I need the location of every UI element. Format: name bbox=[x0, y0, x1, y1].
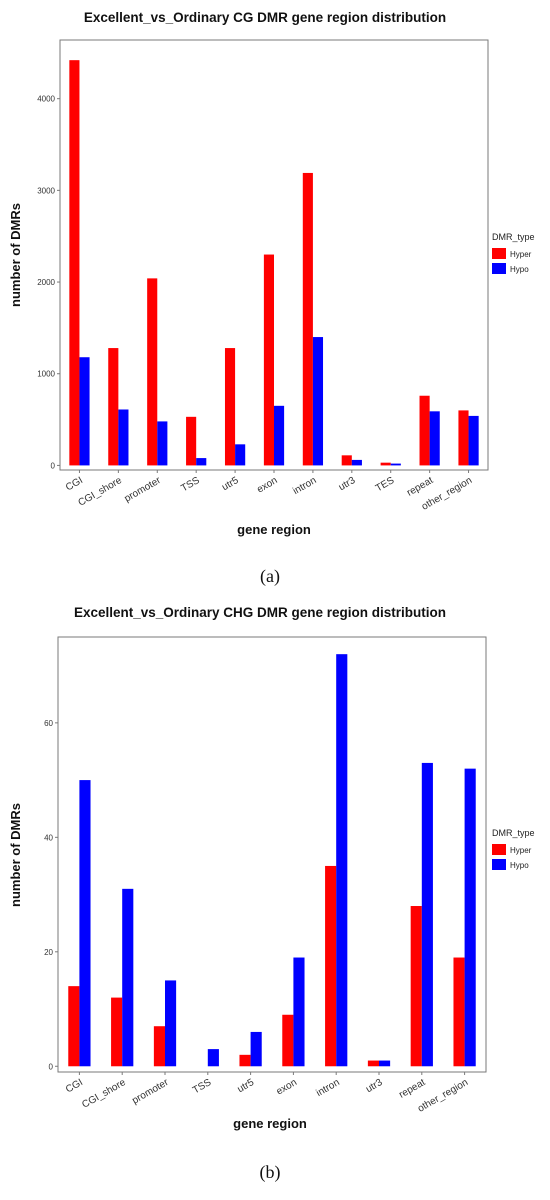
bar-hypo-cgi-shore bbox=[122, 888, 134, 1067]
x-tick-label: CGI_shore bbox=[76, 475, 124, 509]
x-tick-label: utr3 bbox=[337, 475, 358, 493]
bar-hyper-promoter bbox=[153, 1026, 165, 1067]
x-tick-label: utr5 bbox=[236, 1077, 257, 1095]
bar-hyper-cgi bbox=[68, 986, 80, 1067]
x-tick-label: TES bbox=[374, 475, 397, 494]
bar-hyper-other-region bbox=[453, 957, 465, 1067]
chart-a-legend-hypo: Hypo bbox=[510, 265, 529, 274]
bar-hypo-intron bbox=[336, 654, 348, 1067]
bar-hypo-tss bbox=[207, 1049, 219, 1067]
x-tick-label: TSS bbox=[179, 475, 202, 494]
bar-hyper-utr5 bbox=[224, 348, 236, 466]
bar-hyper-cgi-shore bbox=[108, 348, 119, 466]
bar-hypo-tes bbox=[390, 463, 401, 466]
x-tick-label: exon bbox=[255, 475, 279, 495]
bar-hypo-utr5 bbox=[250, 1031, 262, 1067]
chart-b-legend-swatch-hyper bbox=[492, 844, 506, 855]
x-tick-label: repeat bbox=[405, 475, 435, 499]
bar-hypo-tss bbox=[196, 458, 207, 466]
bar-hyper-utr3 bbox=[367, 1060, 379, 1067]
chart-a-legend-title: DMR_type bbox=[492, 232, 535, 242]
bar-hyper-tes bbox=[380, 462, 391, 466]
x-tick-label: TSS bbox=[191, 1077, 214, 1096]
bar-hypo-cgi bbox=[79, 780, 91, 1067]
x-tick-label: CGI bbox=[64, 1077, 85, 1095]
chart-a-x-label: gene region bbox=[237, 522, 311, 537]
chart-b-legend-hypo: Hypo bbox=[510, 861, 529, 870]
chart-a-caption: (a) bbox=[260, 566, 280, 587]
x-tick-label: CGI bbox=[64, 475, 85, 493]
bar-hypo-exon bbox=[293, 957, 305, 1067]
x-tick-label: CGI_shore bbox=[80, 1077, 128, 1111]
bar-hypo-other-region bbox=[468, 415, 479, 466]
bar-hypo-utr3 bbox=[379, 1060, 391, 1067]
x-tick-label: promoter bbox=[130, 1077, 171, 1107]
bar-hyper-repeat bbox=[410, 906, 422, 1067]
x-tick-label: intron bbox=[315, 1077, 342, 1099]
chart-a-legend: DMR_type Hyper Hypo bbox=[492, 232, 535, 274]
chart-b-title: Excellent_vs_Ordinary CHG DMR gene regio… bbox=[74, 605, 446, 620]
x-tick-label: promoter bbox=[123, 475, 164, 505]
bar-hyper-intron bbox=[302, 172, 313, 466]
y-tick-label: 1000 bbox=[37, 370, 55, 379]
y-tick-label: 4000 bbox=[37, 95, 55, 104]
bar-hyper-tss bbox=[186, 416, 197, 466]
chart-b-legend-swatch-hypo bbox=[492, 859, 506, 870]
bar-hyper-utr5 bbox=[239, 1054, 251, 1067]
bar-hyper-exon bbox=[263, 254, 274, 466]
y-tick-label: 3000 bbox=[37, 186, 55, 195]
bar-hypo-repeat bbox=[421, 762, 433, 1067]
y-tick-label: 60 bbox=[44, 719, 53, 728]
bar-hypo-cgi bbox=[79, 357, 90, 466]
bar-hyper-intron bbox=[325, 865, 337, 1067]
bar-hyper-cgi-shore bbox=[111, 997, 123, 1067]
x-tick-label: exon bbox=[275, 1077, 299, 1097]
chart-a-legend-swatch-hypo bbox=[492, 263, 506, 274]
chart-a-title: Excellent_vs_Ordinary CG DMR gene region… bbox=[84, 10, 446, 25]
chart-a-legend-swatch-hyper bbox=[492, 248, 506, 259]
chart-b-legend-hyper: Hyper bbox=[510, 846, 532, 855]
chart-a-y-axis: 0 1000 2000 3000 4000 bbox=[37, 95, 60, 470]
bar-hypo-utr5 bbox=[235, 444, 246, 466]
bar-hypo-promoter bbox=[157, 421, 168, 466]
chart-b-caption: (b) bbox=[260, 1162, 281, 1183]
chart-b: Excellent_vs_Ordinary CHG DMR gene regio… bbox=[8, 605, 535, 1183]
bar-hypo-utr3 bbox=[351, 459, 362, 466]
chart-b-y-label: number of DMRs bbox=[8, 803, 23, 907]
y-tick-label: 0 bbox=[49, 1062, 54, 1071]
bar-hypo-exon bbox=[274, 405, 285, 466]
x-tick-label: utr5 bbox=[220, 475, 241, 493]
y-tick-label: 0 bbox=[51, 461, 56, 470]
chart-b-x-label: gene region bbox=[233, 1116, 307, 1131]
bar-hyper-exon bbox=[282, 1014, 294, 1067]
bar-hypo-other-region bbox=[464, 768, 476, 1067]
y-tick-label: 2000 bbox=[37, 278, 55, 287]
bar-hyper-utr3 bbox=[341, 455, 352, 466]
chart-a-legend-hyper: Hyper bbox=[510, 250, 532, 259]
chart-b-bars bbox=[68, 654, 476, 1067]
bar-hypo-cgi-shore bbox=[118, 409, 129, 466]
x-tick-label: intron bbox=[291, 475, 318, 497]
y-tick-label: 40 bbox=[44, 833, 53, 842]
bar-hyper-promoter bbox=[147, 278, 158, 466]
bar-hypo-repeat bbox=[429, 411, 440, 466]
y-tick-label: 20 bbox=[44, 948, 53, 957]
bar-hyper-repeat bbox=[419, 395, 430, 466]
chart-b-legend-title: DMR_type bbox=[492, 828, 535, 838]
chart-a-y-label: number of DMRs bbox=[8, 203, 23, 307]
bar-hypo-intron bbox=[312, 337, 324, 466]
x-tick-label: utr3 bbox=[364, 1077, 385, 1095]
chart-b-legend: DMR_type Hyper Hypo bbox=[492, 828, 535, 870]
x-tick-label: repeat bbox=[397, 1077, 427, 1101]
bar-hyper-other-region bbox=[458, 410, 469, 466]
chart-a-bars bbox=[69, 60, 479, 466]
chart-a: Excellent_vs_Ordinary CG DMR gene region… bbox=[8, 10, 535, 587]
bar-hyper-cgi bbox=[69, 60, 80, 466]
bar-hypo-promoter bbox=[165, 980, 177, 1067]
chart-b-y-axis: 0 20 40 60 bbox=[44, 719, 58, 1071]
